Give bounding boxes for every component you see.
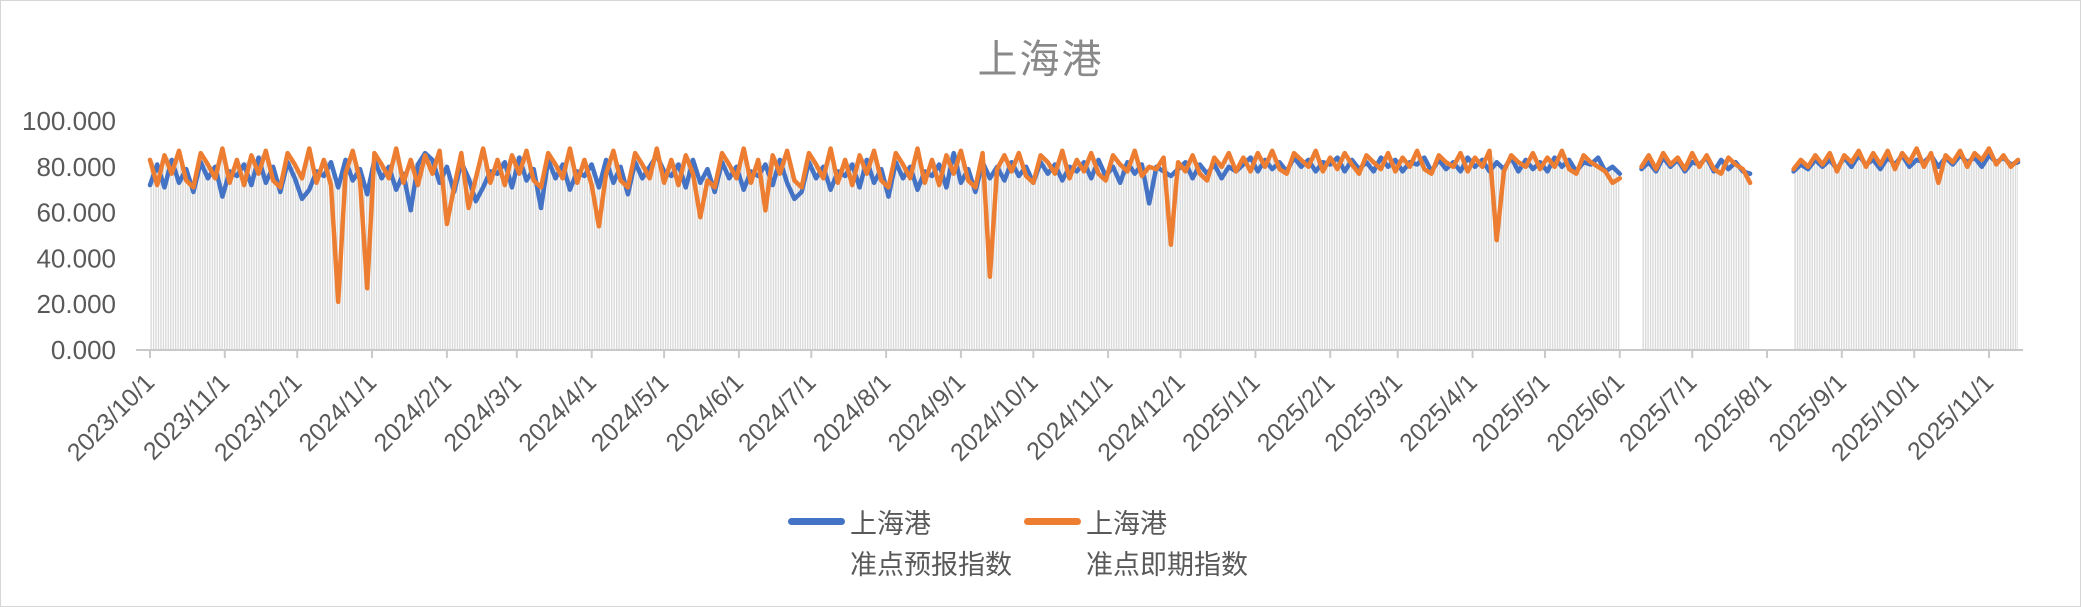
legend: 上海港 准点预报指数 上海港 准点即期指数	[1, 504, 2080, 594]
dropline-area	[1641, 153, 1751, 350]
x-axis-tick-label: 2025/1/1	[1177, 368, 1266, 457]
x-axis-tick-label: 2025/6/1	[1541, 368, 1630, 457]
x-axis-tick-label: 2024/8/1	[808, 368, 897, 457]
dropline-area	[1793, 148, 2018, 350]
legend-item-spot-index[interactable]: 上海港 准点即期指数	[1024, 504, 1248, 586]
y-axis-tick-label: 100.000	[22, 106, 116, 136]
x-axis-tick-label: 2025/8/1	[1689, 368, 1778, 457]
series-line-spot	[1791, 146, 2021, 186]
x-axis-tick-label: 2025/4/1	[1394, 368, 1483, 457]
x-axis-tick-label: 2024/6/1	[661, 368, 750, 457]
y-axis-tick-label: 60.000	[36, 198, 116, 228]
legend-swatch-spot-line	[1024, 518, 1081, 525]
y-axis-tick-label: 80.000	[36, 152, 116, 182]
x-axis-tick-label: 2024/1/1	[294, 368, 383, 457]
x-axis-tick-label: 2024/7/1	[733, 368, 822, 457]
x-axis-tick-label: 2024/5/1	[586, 368, 675, 457]
y-axis-tick-label: 40.000	[36, 243, 116, 273]
y-axis-tick-label: 20.000	[36, 289, 116, 319]
x-axis-tick-label: 2025/7/1	[1614, 368, 1703, 457]
series-line-spot	[147, 146, 1623, 305]
x-axis-tick-label: 2025/5/1	[1467, 368, 1556, 457]
dropline-area	[150, 148, 1620, 350]
legend-label-spot: 上海港 准点即期指数	[1086, 509, 1248, 580]
legend-label-forecast: 上海港 准点预报指数	[850, 509, 1012, 580]
series-line-spot	[1639, 150, 1753, 186]
legend-item-forecast-index[interactable]: 上海港 准点预报指数	[788, 504, 1012, 586]
legend-swatch-forecast-line	[788, 518, 845, 525]
x-axis-tick-label: 2024/3/1	[438, 368, 527, 457]
x-axis-tick-label: 2024/4/1	[513, 368, 602, 457]
chart-title: 上海港	[977, 38, 1104, 82]
y-axis-tick-label: 0.000	[51, 335, 116, 365]
